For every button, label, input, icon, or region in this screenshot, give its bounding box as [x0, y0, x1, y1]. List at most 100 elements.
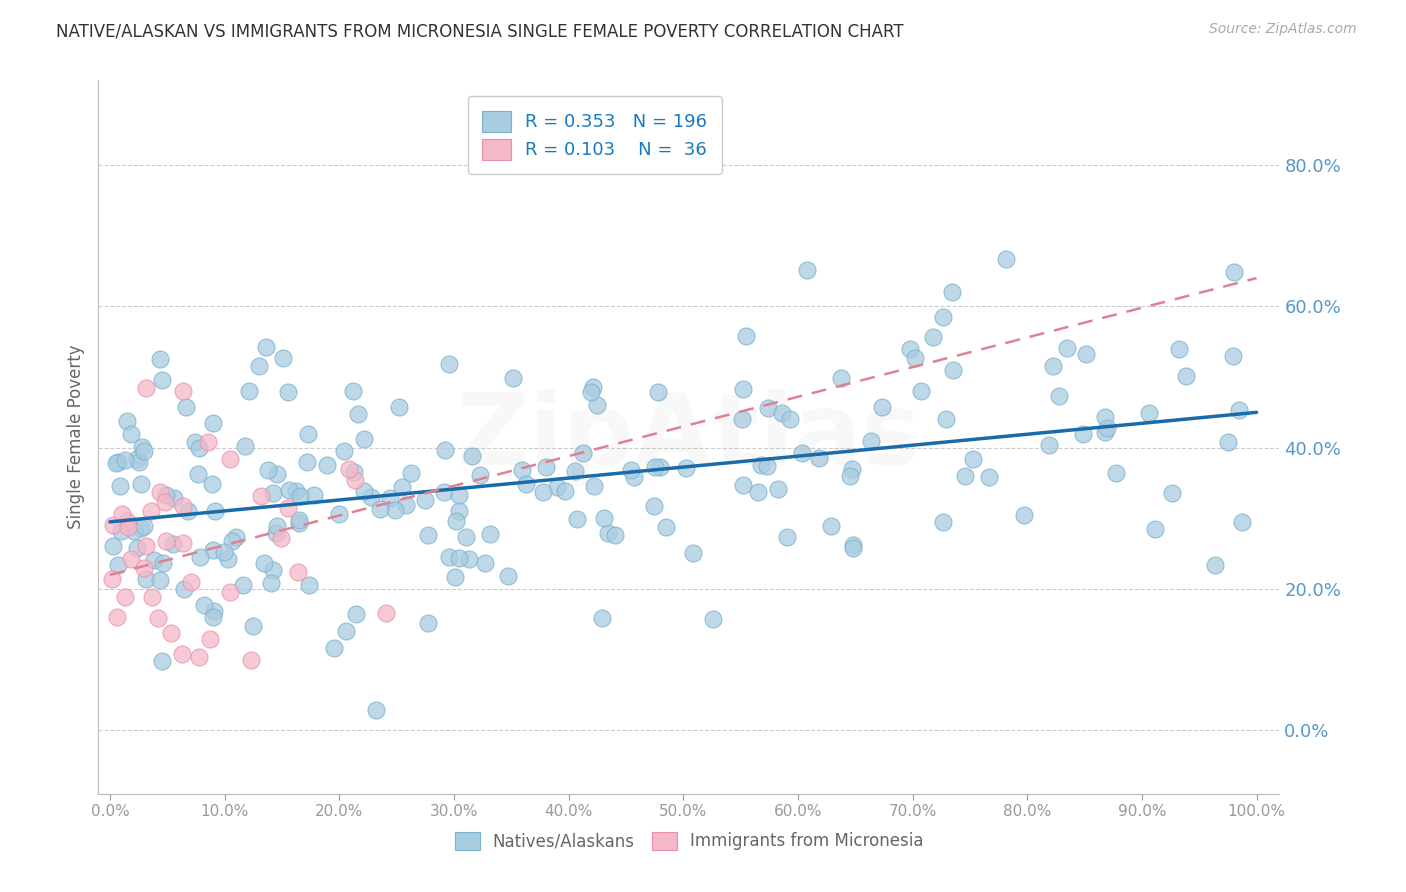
Point — [830, 371, 852, 385]
Point — [461, 449, 484, 463]
Point — [302, 487, 325, 501]
Point — [546, 480, 568, 494]
Point — [131, 441, 153, 455]
Point — [995, 252, 1018, 267]
Point — [1076, 347, 1098, 361]
Point — [343, 473, 366, 487]
Point — [266, 519, 288, 533]
Point — [1071, 426, 1094, 441]
Point — [101, 573, 124, 587]
Point — [135, 539, 157, 553]
Point — [323, 640, 346, 655]
Point — [149, 352, 172, 367]
Point — [842, 538, 865, 552]
Legend: Natives/Alaskans, Immigrants from Micronesia: Natives/Alaskans, Immigrants from Micron… — [449, 825, 929, 857]
Point — [174, 400, 197, 414]
Point — [838, 468, 860, 483]
Point — [1230, 515, 1253, 529]
Point — [115, 515, 138, 529]
Point — [120, 426, 142, 441]
Point — [1042, 359, 1064, 373]
Point — [731, 478, 754, 492]
Point — [111, 508, 134, 522]
Point — [342, 384, 364, 399]
Point — [114, 453, 136, 467]
Point — [104, 456, 127, 470]
Point — [233, 440, 256, 454]
Point — [904, 351, 927, 365]
Point — [1137, 407, 1160, 421]
Point — [129, 477, 152, 491]
Point — [277, 501, 299, 516]
Point — [399, 466, 422, 480]
Text: NATIVE/ALASKAN VS IMMIGRANTS FROM MICRONESIA SINGLE FEMALE POVERTY CORRELATION C: NATIVE/ALASKAN VS IMMIGRANTS FROM MICRON… — [56, 22, 904, 40]
Point — [328, 507, 350, 521]
Point — [446, 515, 468, 529]
Point — [474, 556, 496, 570]
Point — [756, 458, 779, 473]
Point — [384, 503, 406, 517]
Point — [114, 590, 136, 604]
Point — [433, 484, 456, 499]
Point — [586, 398, 609, 412]
Point — [163, 491, 186, 505]
Point — [201, 610, 224, 624]
Point — [346, 607, 368, 621]
Point — [217, 551, 239, 566]
Point — [135, 381, 157, 395]
Point — [242, 619, 264, 633]
Point — [238, 384, 260, 399]
Point — [155, 534, 177, 549]
Point — [922, 329, 945, 343]
Point — [596, 525, 619, 540]
Point — [288, 489, 311, 503]
Point — [1204, 558, 1226, 573]
Point — [153, 494, 176, 508]
Point — [288, 513, 311, 527]
Point — [101, 518, 124, 533]
Point — [271, 351, 294, 365]
Point — [115, 414, 138, 428]
Point — [316, 458, 339, 473]
Point — [790, 446, 813, 460]
Point — [437, 357, 460, 371]
Point — [554, 484, 576, 499]
Point — [260, 575, 283, 590]
Point — [766, 482, 789, 496]
Point — [197, 435, 219, 450]
Point — [413, 492, 436, 507]
Point — [221, 534, 243, 549]
Point — [270, 531, 292, 545]
Text: ZipAtlas: ZipAtlas — [457, 389, 921, 485]
Point — [239, 653, 262, 667]
Point — [212, 545, 235, 559]
Point — [682, 546, 704, 560]
Point — [143, 552, 166, 566]
Point — [295, 455, 318, 469]
Point — [135, 572, 157, 586]
Point — [180, 575, 202, 590]
Point — [898, 342, 921, 356]
Point — [1174, 369, 1197, 384]
Point — [749, 458, 772, 472]
Point — [395, 499, 418, 513]
Point — [187, 650, 209, 665]
Point — [932, 310, 955, 324]
Point — [841, 461, 863, 475]
Point — [479, 527, 502, 541]
Point — [173, 582, 195, 596]
Point — [579, 384, 602, 399]
Point — [184, 435, 207, 450]
Point — [447, 488, 470, 502]
Point — [941, 285, 963, 299]
Point — [110, 524, 132, 538]
Point — [702, 612, 724, 626]
Point — [266, 467, 288, 481]
Point — [107, 558, 129, 573]
Point — [172, 647, 194, 661]
Point — [297, 427, 319, 442]
Point — [188, 441, 211, 455]
Point — [730, 412, 752, 426]
Point — [583, 479, 606, 493]
Point — [254, 340, 277, 354]
